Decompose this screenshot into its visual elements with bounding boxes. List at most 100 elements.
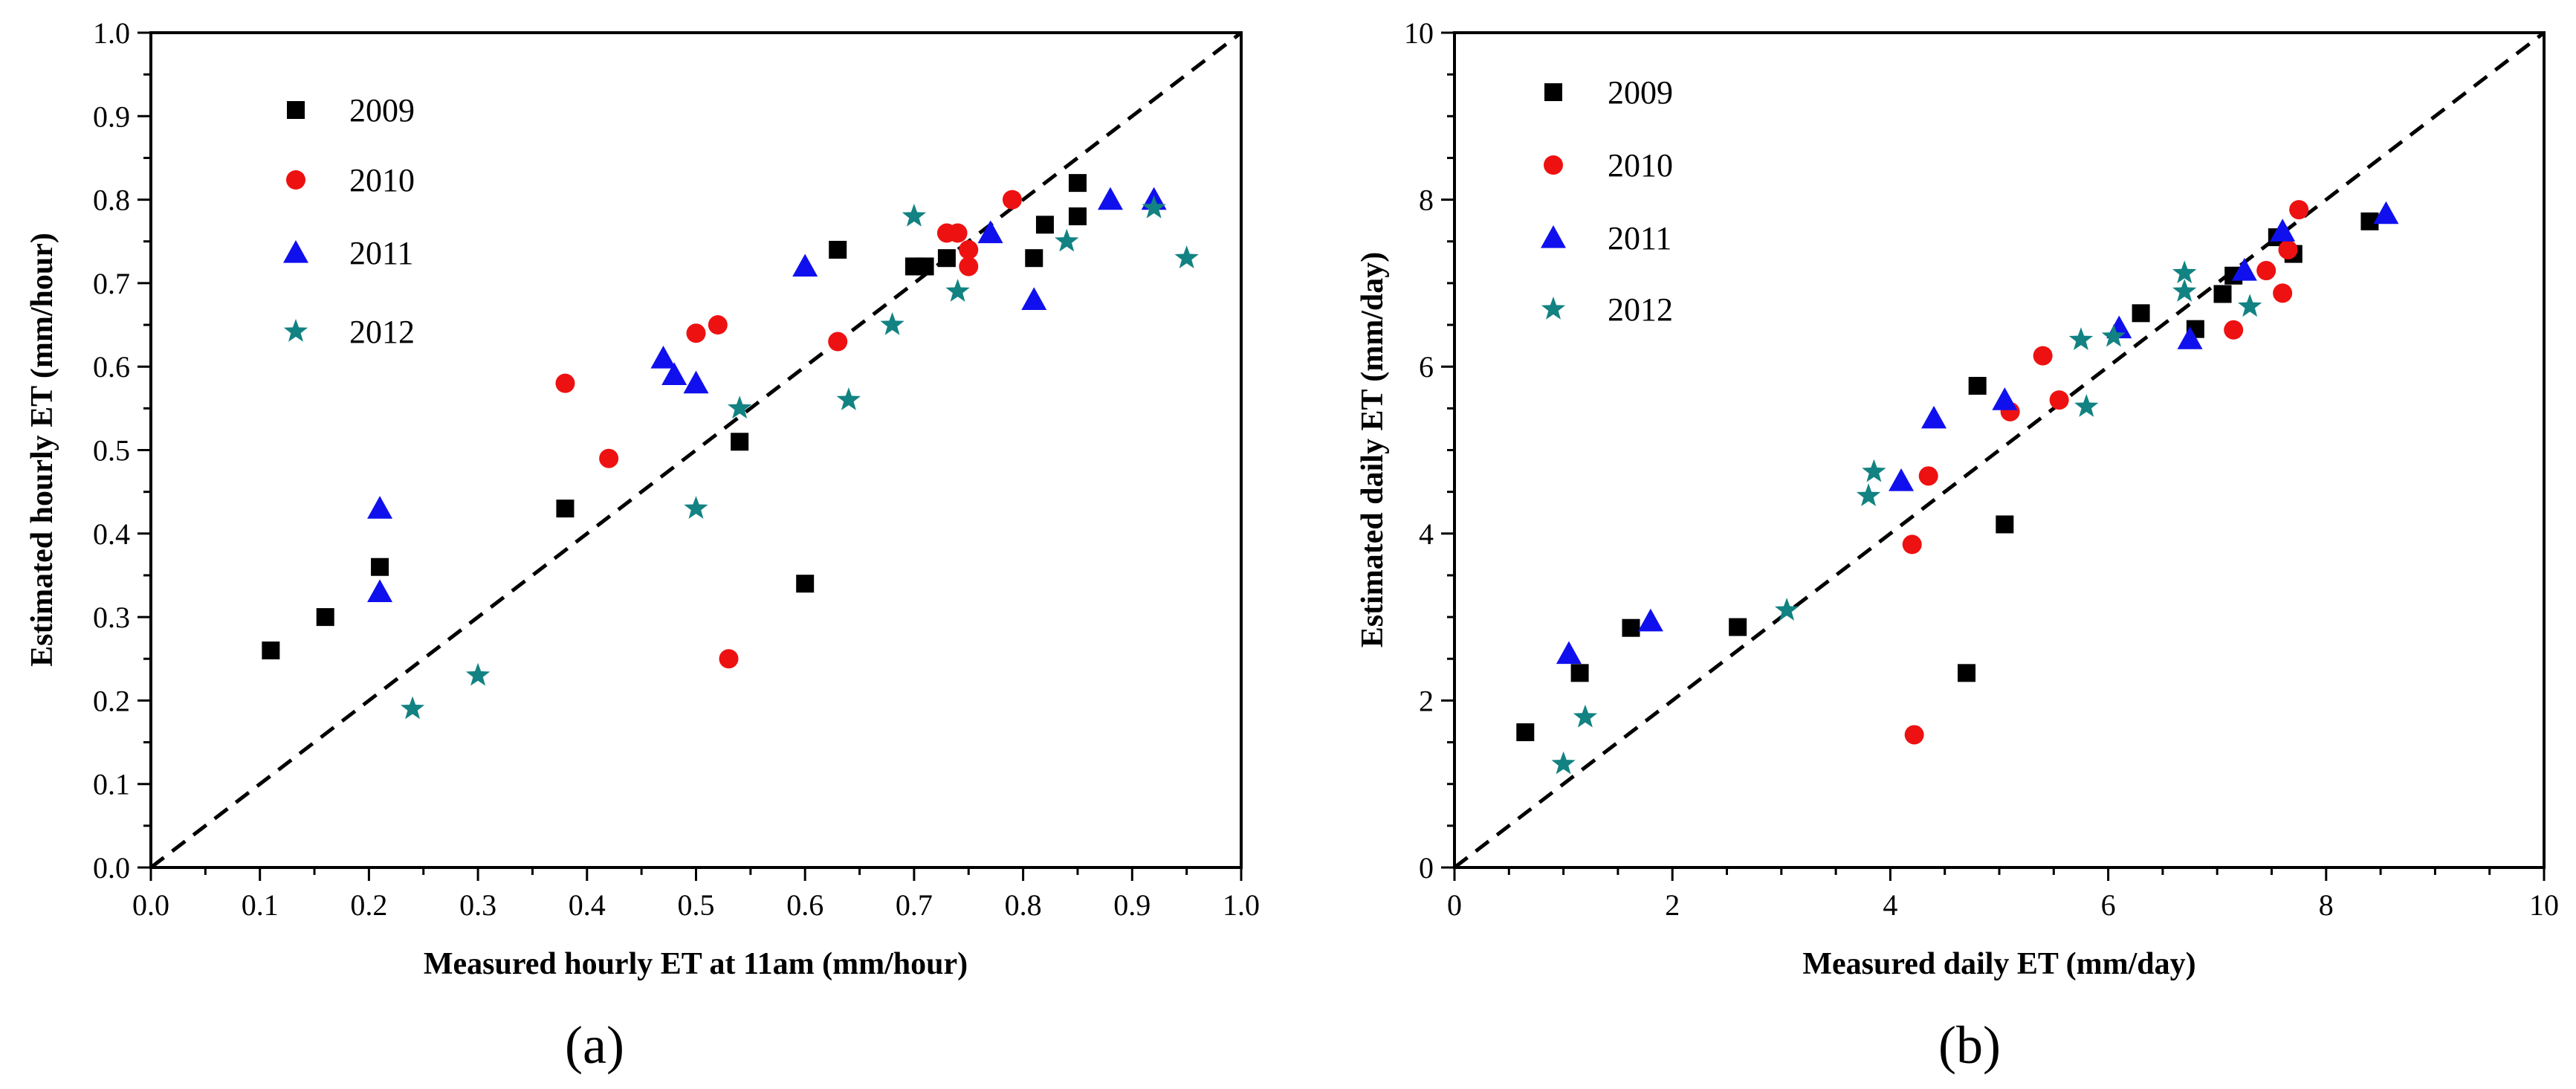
data-point-2011 [2231,258,2257,281]
x-tick-label-a: 0.1 [242,888,279,922]
x-tick-label-a: 0.6 [786,888,823,922]
data-point-2011 [1097,187,1123,210]
data-point-2012 [1862,459,1886,482]
y-tick-label-b: 4 [1419,517,1434,551]
data-point-2011 [1992,387,2018,410]
data-point-2009 [1996,515,2014,534]
y-tick-label-a: 0.4 [93,517,130,551]
legend-a: 2009 2010 2011 2012 [283,92,415,350]
data-point-2010 [2224,320,2244,340]
data-point-2009 [262,642,280,660]
data-point-2011 [977,220,1003,244]
data-point-2009 [1025,249,1043,268]
data-point-2011 [367,496,393,519]
legend-marker-2012 [1541,297,1566,320]
legend-label-2011: 2011 [349,235,413,271]
series-2012-b [1551,260,2262,775]
data-point-2010 [959,256,979,277]
data-point-2010 [948,223,968,243]
data-point-2010 [2033,346,2053,366]
y-tick-label-a: 0.0 [93,851,130,885]
data-point-2009 [731,433,749,451]
data-point-2009 [916,257,934,276]
y-axis-title-b: Estimated daily ET (mm/day) [1356,252,1390,647]
plot-area-a [149,31,1243,869]
data-point-2012 [2172,260,2197,284]
data-point-2010 [828,332,848,352]
data-point-2010 [2289,200,2309,220]
axis-ticks-b: 0 2 4 6 8 10 0 2 4 6 8 10 [1404,16,2559,922]
data-point-2010 [719,649,739,669]
legend-label-2012: 2012 [349,314,415,350]
legend-marker-2011 [283,240,308,263]
y-tick-label-a: 1.0 [93,16,130,50]
y-tick-label-a: 0.2 [93,684,130,717]
data-point-2011 [661,362,687,386]
x-axis-title-a: Measured hourly ET at 11am (mm/hour) [424,947,968,981]
data-point-2010 [686,323,706,343]
data-point-2009 [1958,664,1976,682]
y-tick-label-a: 0.9 [93,100,130,133]
y-tick-label-a: 0.8 [93,184,130,217]
data-point-2012 [836,387,861,410]
y-tick-label-a: 0.6 [93,350,130,384]
legend-b: 2009 2010 2011 2012 [1541,74,1673,328]
data-point-2012 [465,662,491,686]
series-2010-b [1902,200,2309,745]
data-point-2012 [945,279,970,302]
data-point-2012 [880,312,904,335]
x-tick-label-b: 4 [1883,888,1897,922]
data-point-2012 [2238,294,2262,317]
x-tick-label-a: 1.0 [1223,888,1260,922]
data-point-2012 [728,395,752,419]
reference-line-1to1-b [1453,31,2546,869]
legend-marker-2010 [1544,155,1563,175]
data-point-2011 [1889,468,1915,491]
data-point-2012 [1856,483,1881,507]
data-point-2012 [2172,279,2197,302]
data-point-2010 [1904,725,1924,745]
x-tick-label-a: 0.7 [896,888,933,922]
legend-label-2012: 2012 [1608,291,1673,328]
x-tick-label-a: 0.3 [459,888,496,922]
panel-label-b: (b) [1938,1015,2001,1075]
data-point-2009 [1516,723,1535,742]
series-2011-b [1556,201,2399,665]
data-point-2012 [1142,195,1166,219]
legend-marker-2009 [1544,83,1562,101]
data-point-2010 [599,448,619,468]
data-point-2011 [1556,641,1582,665]
x-tick-label-b: 2 [1665,888,1680,922]
data-point-2011 [1921,405,1947,429]
y-tick-label-b: 8 [1419,184,1434,217]
data-point-2011 [367,579,393,603]
data-point-2012 [1573,704,1598,728]
data-point-2010 [555,373,575,393]
data-point-2009 [1570,664,1589,682]
data-point-2010 [2278,239,2298,259]
x-tick-label-a: 0.4 [569,888,606,922]
legend-label-2010: 2010 [1608,147,1673,184]
x-tick-label-a: 0.2 [350,888,387,922]
data-point-2012 [2074,394,2099,417]
y-tick-label-b: 6 [1419,350,1434,384]
series-2012-a [400,195,1199,720]
legend-marker-2012 [283,319,308,342]
data-point-2009 [1035,216,1054,234]
data-point-2011 [683,370,709,394]
y-tick-label-a: 0.1 [93,768,130,801]
data-point-2011 [650,345,676,369]
legend-marker-2011 [1541,225,1566,248]
data-point-2011 [792,253,818,277]
data-point-2009 [796,575,815,593]
x-axis-title-b: Measured daily ET (mm/day) [1802,947,2195,981]
data-point-2009 [1068,174,1087,193]
data-point-2012 [400,696,425,720]
y-axis-title-a: Estimated hourly ET (mm/hour) [25,233,59,667]
data-point-2012 [1774,598,1799,621]
x-tick-label-a: 0.9 [1113,888,1151,922]
data-point-2009 [2213,285,2232,303]
data-point-2011 [2270,219,2296,242]
data-point-2011 [2373,201,2399,224]
